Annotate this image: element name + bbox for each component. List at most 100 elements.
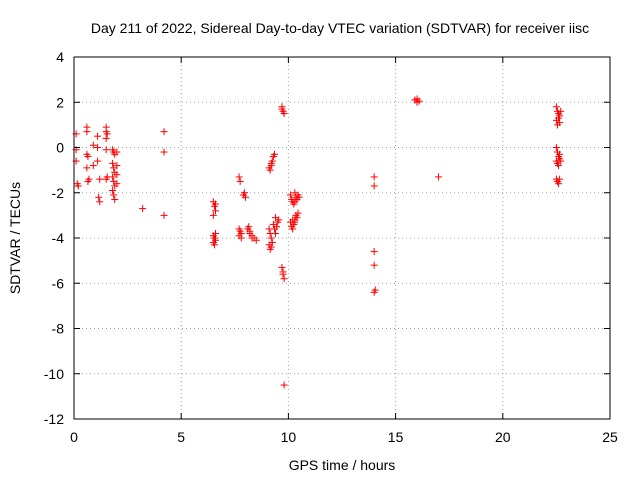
data-point: [272, 214, 280, 222]
data-point: [89, 162, 97, 170]
data-point: [248, 234, 256, 242]
data-point: [113, 148, 121, 156]
data-point: [84, 177, 92, 185]
data-point: [552, 103, 560, 111]
grid: [74, 57, 610, 419]
data-point: [160, 148, 168, 156]
data-point: [96, 175, 104, 183]
data-point: [94, 144, 102, 151]
data-point: [109, 159, 117, 167]
x-tick-label: 25: [602, 429, 618, 445]
data-point: [287, 191, 295, 199]
y-tick-label: -2: [52, 185, 65, 201]
data-point: [242, 193, 250, 201]
data-point: [555, 180, 563, 188]
x-tick-label: 10: [281, 429, 297, 445]
data-point: [293, 214, 301, 222]
y-tick-label: 0: [56, 140, 64, 156]
x-tick-label: 20: [495, 429, 511, 445]
chart-title: Day 211 of 2022, Sidereal Day-to-day VTE…: [91, 20, 589, 36]
data-point: [289, 216, 297, 224]
y-tick-label: -6: [52, 275, 65, 291]
data-point: [212, 207, 220, 215]
data-point: [102, 175, 110, 183]
data-point: [266, 245, 274, 253]
x-axis-title: GPS time / hours: [289, 457, 396, 473]
data-point: [113, 162, 121, 170]
data-point: [557, 157, 565, 165]
data-point: [280, 381, 288, 389]
data-point: [212, 229, 220, 237]
data-point: [434, 173, 442, 181]
x-tick-label: 0: [70, 429, 78, 445]
data-point: [295, 193, 303, 201]
data-point: [109, 186, 117, 194]
data-point: [294, 209, 302, 217]
data-point: [139, 205, 147, 213]
data-point: [210, 241, 218, 249]
data-point: [84, 153, 92, 161]
data-point: [267, 234, 275, 242]
data-point: [245, 223, 253, 231]
data-point: [557, 107, 565, 115]
data-point: [236, 227, 244, 235]
data-point: [94, 132, 102, 140]
data-point: [89, 141, 97, 149]
y-tick-labels: 4 2 0 -2 -4 -6 -8 -10 -12: [44, 49, 64, 427]
x-tick-label: 5: [177, 429, 185, 445]
x-tick-label: 15: [388, 429, 404, 445]
data-point: [555, 114, 563, 122]
data-point: [291, 198, 299, 206]
data-point: [552, 144, 560, 151]
data-point: [209, 211, 217, 219]
data-point: [235, 173, 243, 181]
data-point: [370, 248, 378, 256]
data-point: [555, 162, 563, 170]
data-point: [237, 234, 245, 242]
y-tick-label: -12: [44, 411, 64, 427]
data-point: [103, 130, 111, 138]
data-point: [160, 128, 168, 136]
data-point: [110, 191, 118, 199]
data-point: [109, 173, 117, 181]
data-point: [94, 157, 102, 165]
data-point: [289, 225, 297, 233]
data-point: [102, 134, 110, 142]
data-point: [113, 180, 121, 188]
data-point: [280, 110, 288, 118]
data-point: [270, 150, 278, 158]
data-point: [370, 182, 378, 190]
data-point: [83, 128, 91, 136]
data-point: [370, 173, 378, 181]
y-tick-label: -4: [52, 230, 65, 246]
y-axis-title: SDTVAR / TECUs: [7, 182, 23, 294]
data-point: [556, 150, 564, 158]
data-point: [370, 288, 378, 296]
data-point: [96, 198, 104, 206]
data-point: [266, 166, 274, 174]
data-point: [370, 261, 378, 269]
data-point: [267, 159, 275, 167]
axis-ticks: [73, 56, 611, 420]
data-point: [74, 182, 82, 190]
data-point: [236, 177, 244, 185]
data-point: [556, 175, 564, 183]
data-point: [413, 98, 421, 106]
data-point: [556, 119, 564, 127]
data-point: [252, 236, 260, 244]
data-point: [102, 146, 110, 154]
data-point: [246, 229, 254, 237]
data-point: [278, 263, 286, 271]
y-tick-label: 4: [56, 49, 64, 65]
data-point: [111, 196, 119, 204]
data-point: [278, 105, 286, 113]
data-point: [95, 193, 103, 201]
y-tick-label: -10: [44, 366, 64, 382]
y-tick-label: 2: [56, 94, 64, 110]
data-point: [83, 164, 91, 172]
data-point: [160, 211, 168, 219]
data-point: [212, 200, 220, 208]
data-point: [273, 223, 281, 231]
x-tick-labels: 0 5 10 15 20 25: [70, 429, 618, 445]
